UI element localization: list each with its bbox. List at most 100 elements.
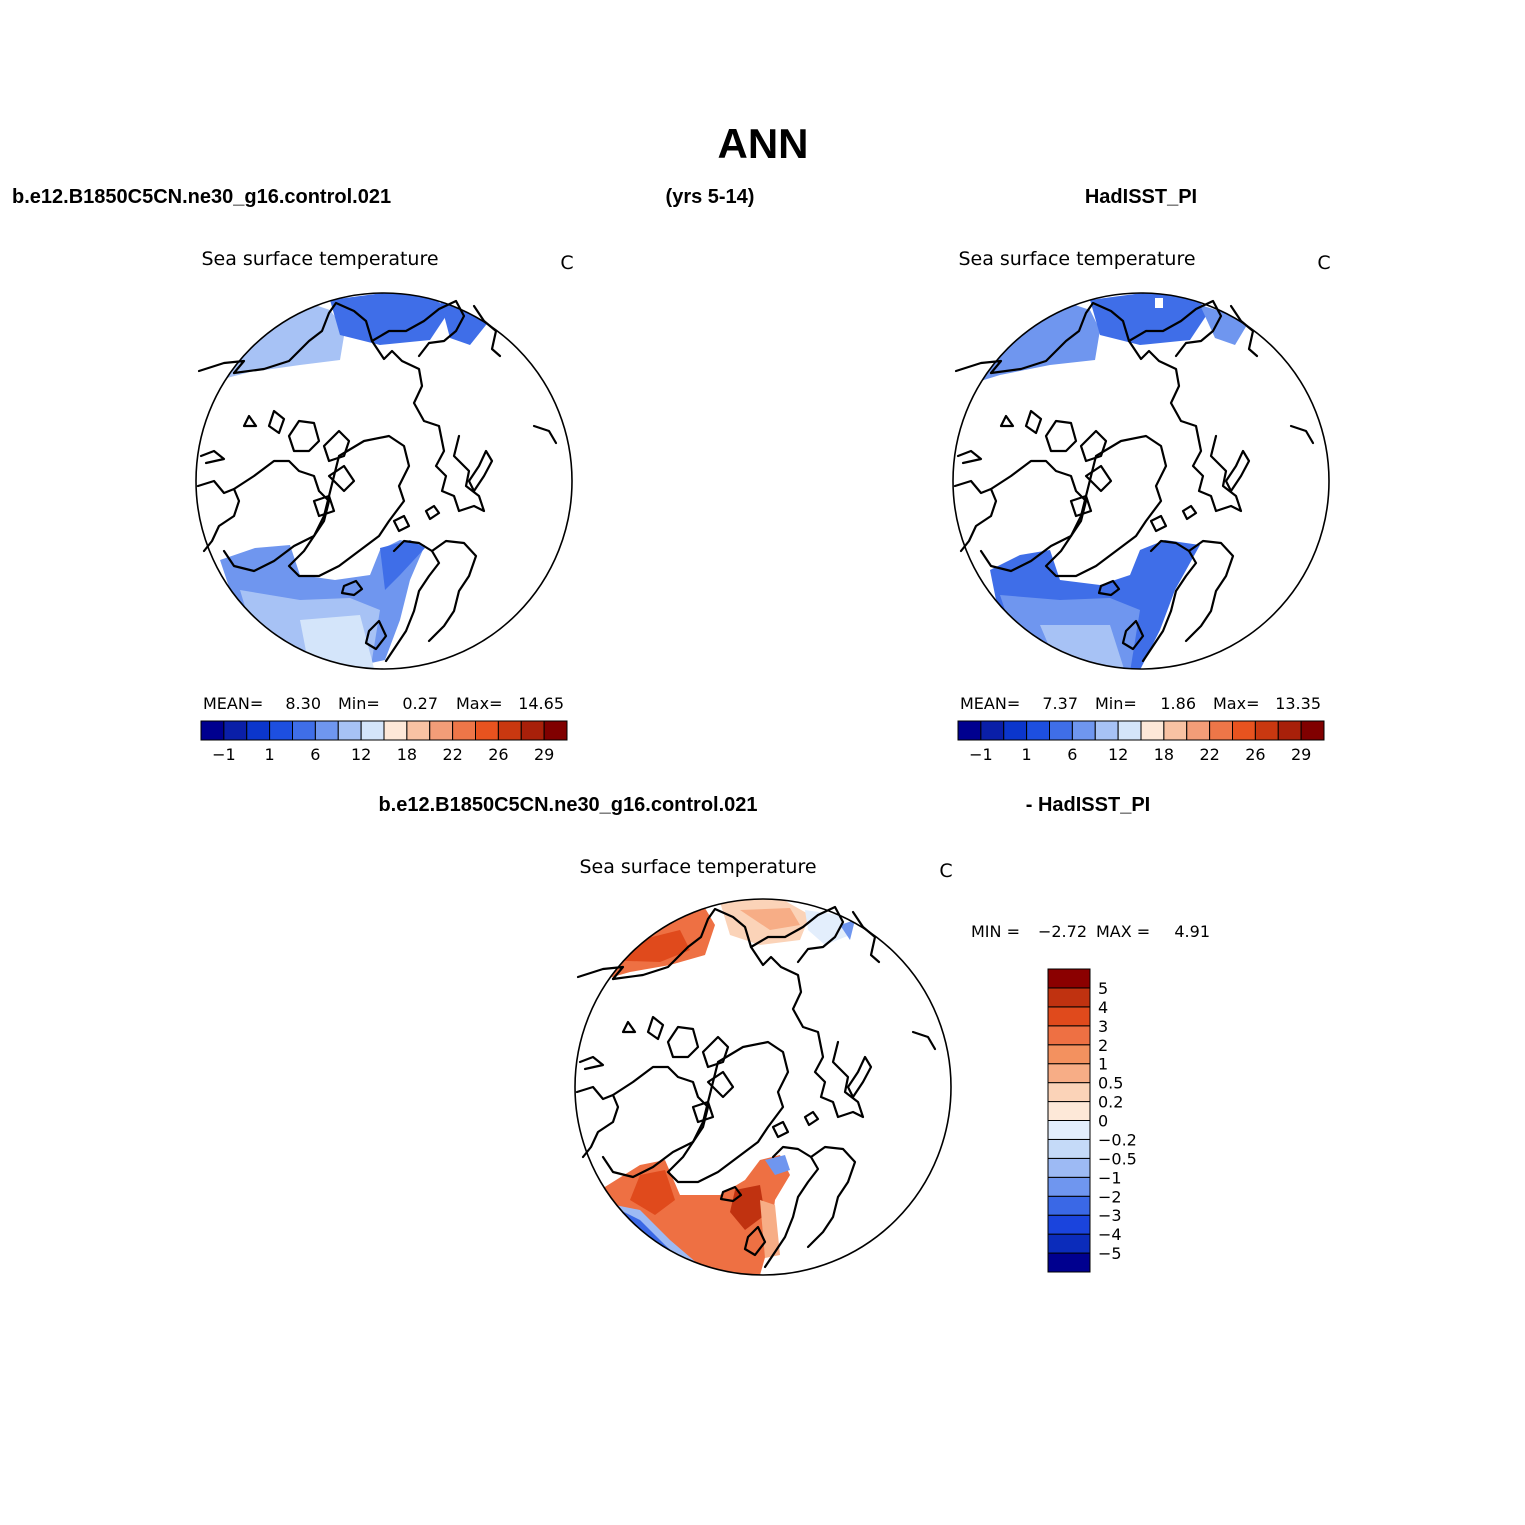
diff-colorbar-swatch: [1047, 1101, 1091, 1121]
diff-colorbar-swatch: [1047, 1006, 1091, 1027]
diff-colorbar-swatch: [1047, 1233, 1091, 1254]
diff-colorbar-tick-label: −2: [1098, 1187, 1122, 1206]
obs-colorbar-tick-label: 29: [1291, 745, 1311, 764]
obs-colorbar-swatch: [1026, 720, 1050, 741]
model-variable-label: Sea surface temperature: [201, 248, 438, 270]
diff-colorbar-swatch: [1047, 968, 1091, 989]
model-colorbar-swatch: [269, 720, 293, 741]
diff-colorbar-swatch: [1047, 987, 1091, 1008]
obs-colorbar-swatch: [980, 720, 1005, 741]
obs-map: [952, 292, 1330, 670]
obs-colorbar-swatch: [1186, 720, 1211, 741]
model-colorbar-swatch: [314, 720, 339, 741]
obs-colorbar-swatch: [1209, 720, 1233, 741]
years-label: (yrs 5-14): [666, 186, 755, 208]
obs-colorbar-swatch: [1163, 720, 1188, 741]
diff-units-label: C: [939, 860, 952, 882]
model-colorbar-swatch: [543, 720, 568, 741]
obs-mean-label: MEAN=: [960, 694, 1020, 713]
diff-colorbar-swatch: [1047, 1044, 1091, 1065]
diff-colorbar-tick-label: −4: [1098, 1225, 1122, 1244]
diff-colorbar-tick-label: 1: [1098, 1055, 1108, 1074]
obs-colorbar-swatch: [1277, 720, 1302, 741]
obs-variable-label: Sea surface temperature: [958, 248, 1195, 270]
diff-obs-label: - HadISST_PI: [1026, 794, 1150, 816]
figure-title: ANN: [718, 120, 809, 167]
model-mean-value: 8.30: [285, 694, 321, 713]
model-colorbar-swatch: [406, 720, 431, 741]
diff-max-value: 4.91: [1174, 922, 1210, 941]
model-colorbar-swatch: [520, 720, 545, 741]
obs-colorbar-swatch: [1071, 720, 1096, 741]
obs-panel: Sea surface temperature C MEAN= 7.37 Min…: [952, 248, 1331, 764]
diff-colorbar-tick-label: 5: [1098, 979, 1108, 998]
diff-panel: Sea surface temperature C: [574, 856, 1210, 1276]
diff-max-label: MAX =: [1096, 922, 1150, 941]
model-colorbar-swatch: [452, 720, 476, 741]
model-mean-label: MEAN=: [203, 694, 263, 713]
obs-colorbar-swatch: [1140, 720, 1165, 741]
obs-colorbar-tick-label: 1: [1022, 745, 1032, 764]
model-max-label: Max=: [456, 694, 502, 713]
obs-max-value: 13.35: [1275, 694, 1321, 713]
model-colorbar-swatch: [200, 720, 225, 741]
diff-colorbar-swatch: [1047, 1120, 1091, 1140]
obs-colorbar-swatch: [1300, 720, 1325, 741]
model-colorbar-swatch: [337, 720, 362, 741]
obs-colorbar-tick-label: 12: [1108, 745, 1128, 764]
model-colorbar-tick-label: 1: [265, 745, 275, 764]
diff-colorbar-swatch: [1047, 1176, 1091, 1197]
obs-colorbar-tick-label: −1: [969, 745, 993, 764]
obs-colorbar-swatch: [1003, 720, 1028, 741]
model-panel: Sea surface temperature C MEAN= 8.30 Min…: [195, 248, 574, 764]
diff-colorbar-swatch: [1047, 1138, 1091, 1159]
diff-colorbar-swatch: [1047, 1214, 1091, 1235]
diff-colorbar-tick-label: 2: [1098, 1036, 1108, 1055]
diff-colorbar-tick-label: 0: [1098, 1112, 1108, 1131]
model-map: [195, 292, 573, 670]
diff-colorbar-swatch: [1047, 1025, 1091, 1046]
diff-colorbar-swatch: [1047, 1157, 1091, 1178]
model-colorbar-swatch: [246, 720, 271, 741]
model-colorbar-swatch: [429, 720, 454, 741]
diff-min-value: −2.72: [1038, 922, 1087, 941]
obs-colorbar-tick-label: 6: [1067, 745, 1077, 764]
diff-colorbar-tick-label: −1: [1098, 1168, 1122, 1187]
diff-colorbar-tick-label: −0.5: [1098, 1149, 1137, 1168]
obs-colorbar-swatch: [957, 720, 982, 741]
model-colorbar-swatch: [292, 720, 316, 741]
model-units-label: C: [560, 252, 573, 274]
obs-colorbar-swatch: [1117, 720, 1142, 741]
model-colorbar: −1 1 6 12 18 22 26 29: [200, 720, 568, 764]
model-colorbar-swatch: [223, 720, 248, 741]
model-max-value: 14.65: [518, 694, 564, 713]
model-colorbar-tick-label: 22: [442, 745, 462, 764]
obs-colorbar-tick-label: 18: [1154, 745, 1174, 764]
diff-colorbar-tick-label: 4: [1098, 998, 1108, 1017]
model-colorbar-swatch: [383, 720, 408, 741]
obs-colorbar-tick-label: 22: [1199, 745, 1219, 764]
model-colorbar-tick-label: 29: [534, 745, 554, 764]
model-colorbar-tick-label: 12: [351, 745, 371, 764]
obs-colorbar-swatch: [1232, 720, 1256, 741]
diff-colorbar-swatch: [1047, 1063, 1091, 1084]
model-colorbar-tick-label: 26: [488, 745, 508, 764]
obs-colorbar: −1 1 6 12 18 22 26 29: [957, 720, 1325, 764]
obs-colorbar-tick-label: 26: [1245, 745, 1265, 764]
diff-colorbar-tick-label: −3: [1098, 1206, 1122, 1225]
obs-min-value: 1.86: [1160, 694, 1196, 713]
obs-units-label: C: [1317, 252, 1330, 274]
obs-min-label: Min=: [1095, 694, 1137, 713]
model-min-label: Min=: [338, 694, 380, 713]
obs-colorbar-swatch: [1049, 720, 1073, 741]
diff-min-label: MIN =: [971, 922, 1020, 941]
diff-map: [574, 898, 952, 1276]
case-name-label: b.e12.B1850C5CN.ne30_g16.control.021: [12, 186, 391, 208]
diff-colorbar-tick-label: −5: [1098, 1244, 1122, 1263]
obs-colorbar-swatch: [1254, 720, 1279, 741]
model-colorbar-swatch: [475, 720, 499, 741]
diff-colorbar-swatch: [1047, 1252, 1091, 1273]
model-min-value: 0.27: [402, 694, 438, 713]
diff-colorbar-tick-label: 3: [1098, 1017, 1108, 1036]
